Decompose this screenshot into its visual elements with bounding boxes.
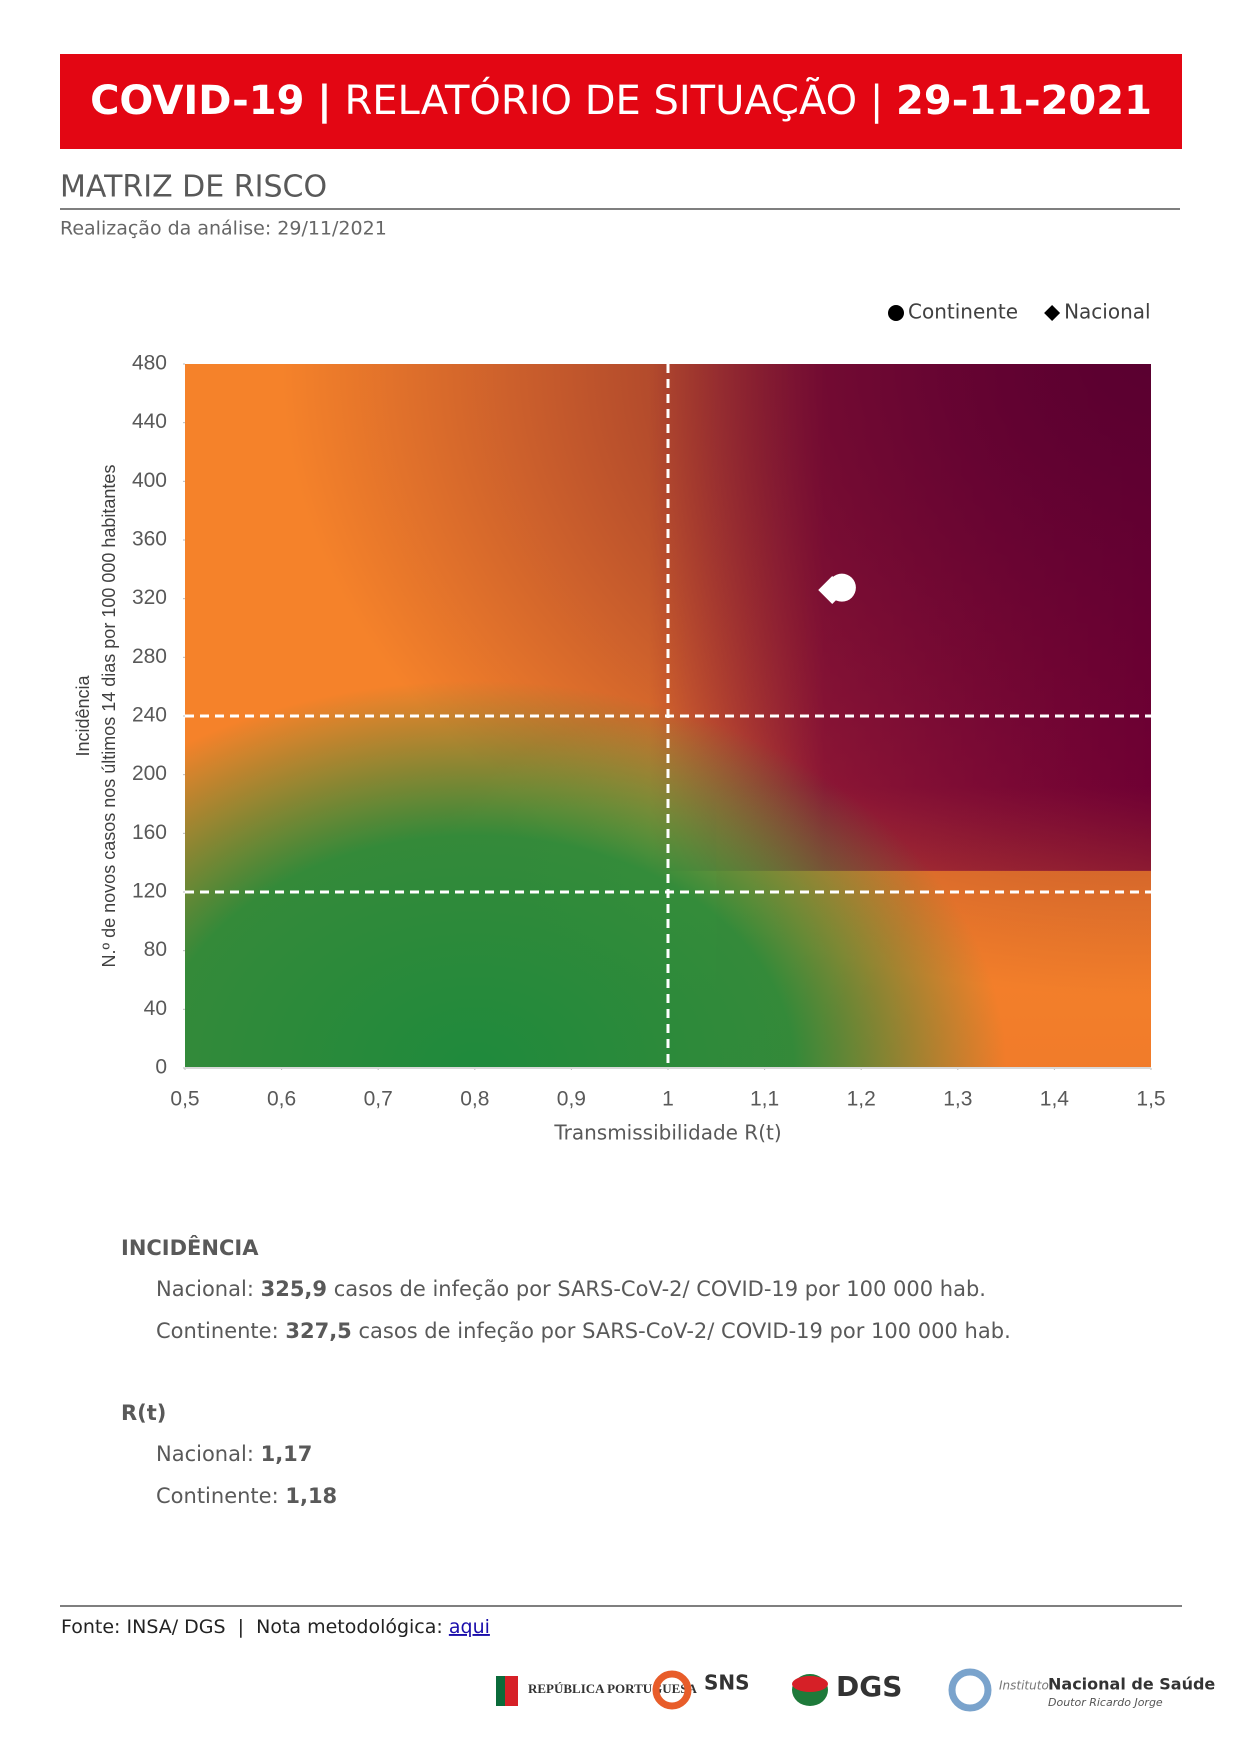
header-bar bbox=[60, 54, 1182, 149]
x-tick-label: 0,6 bbox=[267, 1088, 296, 1111]
text: casos de infeção por SARS-CoV-2/ COVID-1… bbox=[334, 1277, 986, 1301]
y-tick-label: 280 bbox=[132, 645, 167, 668]
x-tick-label: 0,9 bbox=[557, 1088, 586, 1111]
logo-text: Nacional de Saúde bbox=[1048, 1675, 1215, 1694]
logo-text: REPÚBLICA PORTUGUESA bbox=[528, 1681, 698, 1696]
x-tick-label: 0,8 bbox=[460, 1088, 489, 1111]
x-tick-label: 1,5 bbox=[1136, 1088, 1165, 1111]
text-line: Nacional: 1,17 bbox=[156, 1442, 312, 1466]
x-tick-label: 1,2 bbox=[847, 1088, 876, 1111]
y-tick-label: 0 bbox=[155, 1056, 167, 1079]
value: 1,18 bbox=[285, 1484, 337, 1508]
x-tick-label: 1 bbox=[662, 1088, 674, 1111]
logo-icon bbox=[652, 1670, 692, 1710]
logos: REPÚBLICA PORTUGUESA SNS DGS Instituto N… bbox=[496, 1668, 1215, 1712]
y-tick-label: 400 bbox=[132, 469, 167, 492]
logo-text: Doutor Ricardo Jorge bbox=[1048, 1696, 1163, 1709]
x-tick-label: 0,7 bbox=[364, 1088, 393, 1111]
separator: | bbox=[870, 78, 883, 124]
value: 327,5 bbox=[285, 1319, 351, 1343]
section-title: MATRIZ DE RISCO bbox=[60, 170, 327, 205]
header-left: COVID-19 bbox=[90, 78, 304, 124]
logo-icon bbox=[948, 1668, 992, 1712]
section-subtitle: Realização da análise: 29/11/2021 bbox=[60, 218, 387, 240]
legend-label: Nacional bbox=[1064, 300, 1151, 324]
y-tick-label: 320 bbox=[132, 586, 167, 609]
data-point bbox=[818, 576, 847, 605]
y-tick-label: 360 bbox=[132, 528, 167, 551]
x-tick-label: 1,4 bbox=[1040, 1088, 1070, 1111]
logo-text: Instituto bbox=[999, 1679, 1049, 1693]
legend-marker bbox=[888, 305, 904, 321]
x-tick-label: 0,5 bbox=[170, 1088, 199, 1111]
legend-marker bbox=[1044, 305, 1061, 321]
separator: | bbox=[317, 78, 332, 125]
source: Fonte: INSA/ DGS | Nota metodológica: bbox=[61, 1616, 443, 1638]
label: Continente: bbox=[156, 1484, 279, 1508]
text: casos de infeção por SARS-CoV-2/ COVID-1… bbox=[358, 1319, 1010, 1343]
header-title: COVID-19 | RELATÓRIO DE SITUAÇÃO | 29-11… bbox=[90, 76, 1152, 125]
value: 325,9 bbox=[261, 1277, 327, 1301]
x-tick-label: 1,3 bbox=[943, 1088, 972, 1111]
incidencia-title: INCIDÊNCIA bbox=[121, 1235, 259, 1260]
y-tick-label: 440 bbox=[132, 410, 167, 433]
text-line: Nacional: 325,9 casos de infeção por SAR… bbox=[156, 1277, 986, 1301]
legend-label: Continente bbox=[908, 300, 1018, 324]
link[interactable]: aqui bbox=[449, 1616, 490, 1638]
header-middle: RELATÓRIO DE SITUAÇÃO bbox=[344, 76, 857, 124]
text-line: Continente: 327,5 casos de infeção por S… bbox=[156, 1319, 1011, 1343]
header-date: 29-11-2021 bbox=[896, 78, 1152, 124]
y-tick-label: 160 bbox=[132, 821, 167, 844]
text-line: Continente: 1,18 bbox=[156, 1484, 337, 1508]
y-tick-label: 240 bbox=[132, 704, 167, 727]
y-axis-label: Incidência bbox=[73, 674, 93, 756]
y-axis-label: N.º de novos casos nos últimos 14 dias p… bbox=[99, 465, 119, 968]
logo-icon bbox=[792, 1676, 828, 1692]
label: Nacional: bbox=[156, 1277, 254, 1301]
logo-text: SNS bbox=[704, 1671, 750, 1695]
y-tick-label: 480 bbox=[132, 352, 167, 375]
label: Nacional: bbox=[156, 1442, 254, 1466]
y-tick-label: 200 bbox=[132, 762, 167, 785]
footer-source: Fonte: INSA/ DGS | Nota metodológica: aq… bbox=[61, 1616, 490, 1638]
rt-title: R(t) bbox=[121, 1401, 166, 1425]
chart: 0 40 80 120 160 200 240 280 320 360 400 440 480 0,5 0,… bbox=[73, 300, 1166, 1145]
logo-text: DGS bbox=[836, 1670, 902, 1703]
y-tick-label: 80 bbox=[144, 938, 167, 961]
x-tick-label: 1,1 bbox=[750, 1088, 779, 1111]
value: 1,17 bbox=[261, 1442, 313, 1466]
logo-icon bbox=[496, 1676, 505, 1706]
label: Continente: bbox=[156, 1319, 279, 1343]
y-tick-label: 120 bbox=[132, 880, 167, 903]
y-tick-label: 40 bbox=[144, 997, 167, 1020]
x-axis-label: Transmissibilidade R(t) bbox=[553, 1121, 781, 1145]
